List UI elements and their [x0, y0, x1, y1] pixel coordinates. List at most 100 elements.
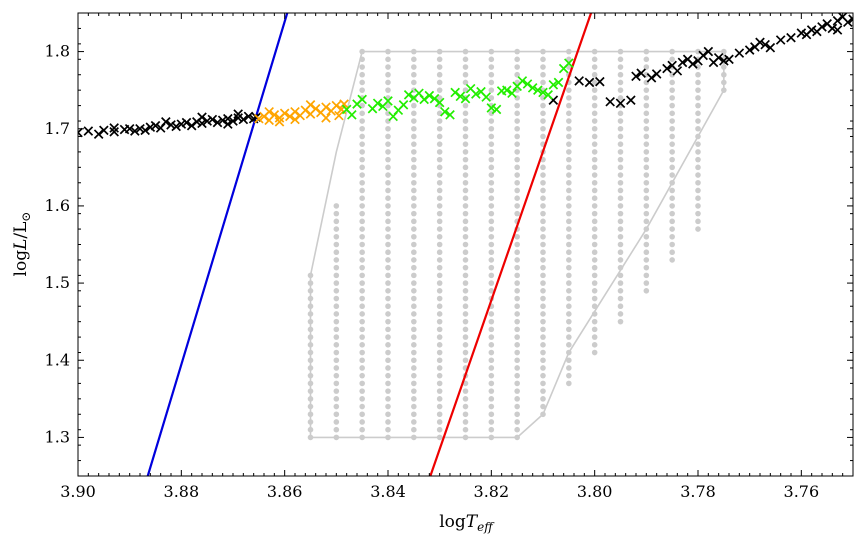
model-grid-point: [721, 71, 727, 78]
model-grid-point: [669, 56, 675, 63]
model-grid-point: [540, 365, 546, 371]
model-grid-point: [643, 149, 650, 155]
track-marker: [755, 37, 765, 48]
model-grid-point: [488, 365, 495, 371]
model-grid-point: [669, 79, 675, 86]
model-grid-point: [333, 372, 340, 379]
model-grid-point: [566, 295, 572, 302]
y-tick-label: 1.4: [45, 350, 70, 369]
model-grid-point: [695, 218, 701, 225]
model-grid-point: [695, 79, 701, 86]
model-grid-point: [566, 156, 572, 163]
model-grid-point: [669, 210, 675, 217]
track-marker: [331, 100, 342, 111]
model-grid-point: [514, 249, 520, 256]
model-grid-point: [669, 195, 675, 201]
model-grid-point: [695, 133, 701, 140]
model-grid-point: [617, 149, 624, 155]
model-grid-point: [462, 118, 469, 124]
model-grid-point: [436, 334, 443, 340]
model-grid-point: [385, 79, 391, 86]
model-grid-point: [540, 372, 546, 379]
track-marker: [78, 127, 83, 138]
model-grid-point: [385, 357, 391, 364]
blue-edge-line: [146, 13, 289, 476]
model-grid-point: [643, 264, 650, 271]
model-grid-point: [540, 79, 546, 86]
model-grid-point: [566, 48, 572, 55]
model-grid-point: [566, 110, 572, 117]
track-marker: [760, 39, 770, 50]
model-grid-point: [436, 249, 443, 256]
model-grid-point: [333, 226, 340, 232]
model-grid-point: [411, 249, 417, 256]
model-grid-point: [436, 87, 443, 93]
model-grid-point: [514, 133, 520, 140]
track-marker: [724, 54, 734, 65]
track-marker: [429, 93, 440, 104]
model-grid-point: [669, 71, 675, 78]
model-grid-point: [617, 195, 624, 201]
track-marker: [584, 77, 595, 88]
model-grid-point: [359, 419, 365, 425]
model-grid-point: [591, 334, 598, 340]
model-grid-point: [617, 303, 624, 310]
track-marker: [310, 103, 321, 114]
model-grid-point: [307, 326, 314, 333]
model-grid-point: [462, 164, 469, 171]
model-grid-point: [540, 396, 546, 402]
track-marker: [372, 98, 383, 109]
model-grid-point: [307, 403, 314, 410]
model-grid-point: [566, 133, 572, 140]
track-marker: [734, 48, 745, 58]
track-marker: [347, 110, 357, 120]
model-grid-point: [307, 349, 314, 356]
model-grid-point: [488, 396, 495, 402]
model-grid-point: [359, 295, 365, 302]
x-tick-label: 3.78: [680, 482, 716, 501]
model-grid-point: [514, 411, 520, 418]
model-grid-point: [436, 372, 443, 379]
track-marker: [538, 87, 548, 98]
model-grid-point: [566, 195, 572, 201]
model-grid-point: [359, 249, 365, 256]
model-grid-point: [514, 125, 520, 132]
model-grid-point: [359, 203, 365, 209]
model-grid-point: [333, 426, 340, 433]
model-grid-point: [643, 218, 650, 225]
model-grid-point: [514, 241, 520, 248]
model-grid-point: [488, 110, 495, 117]
model-grid-point: [566, 342, 572, 348]
model-grid-point: [333, 411, 340, 418]
model-grid-point: [436, 118, 443, 124]
model-grid-point: [617, 311, 624, 317]
model-grid-point: [695, 95, 701, 101]
track-marker: [651, 69, 662, 79]
model-grid-point: [695, 187, 701, 194]
model-grid-point: [669, 149, 675, 155]
x-tick-label: 3.90: [60, 482, 96, 501]
model-grid-point: [514, 110, 520, 117]
model-grid-point: [591, 272, 598, 279]
track-marker: [832, 25, 843, 35]
model-grid-point: [617, 187, 624, 194]
model-grid-point: [643, 187, 650, 194]
model-grid-point: [617, 318, 624, 325]
model-grid-point: [385, 141, 391, 147]
model-grid-point: [591, 56, 598, 63]
model-grid-point: [359, 326, 365, 333]
track-marker: [548, 79, 559, 90]
model-grid-point: [540, 172, 546, 178]
track-marker: [109, 127, 119, 137]
model-grid-point: [462, 241, 469, 248]
model-grid-point: [540, 334, 546, 340]
model-grid-point: [695, 195, 701, 201]
model-grid-point: [359, 388, 365, 394]
model-grid-point: [643, 172, 650, 178]
model-grid-point: [566, 249, 572, 256]
model-grid-point: [385, 388, 391, 394]
track-marker: [233, 109, 243, 119]
model-grid-point: [488, 87, 495, 93]
track-marker: [832, 15, 843, 26]
model-grid-point: [462, 411, 469, 418]
